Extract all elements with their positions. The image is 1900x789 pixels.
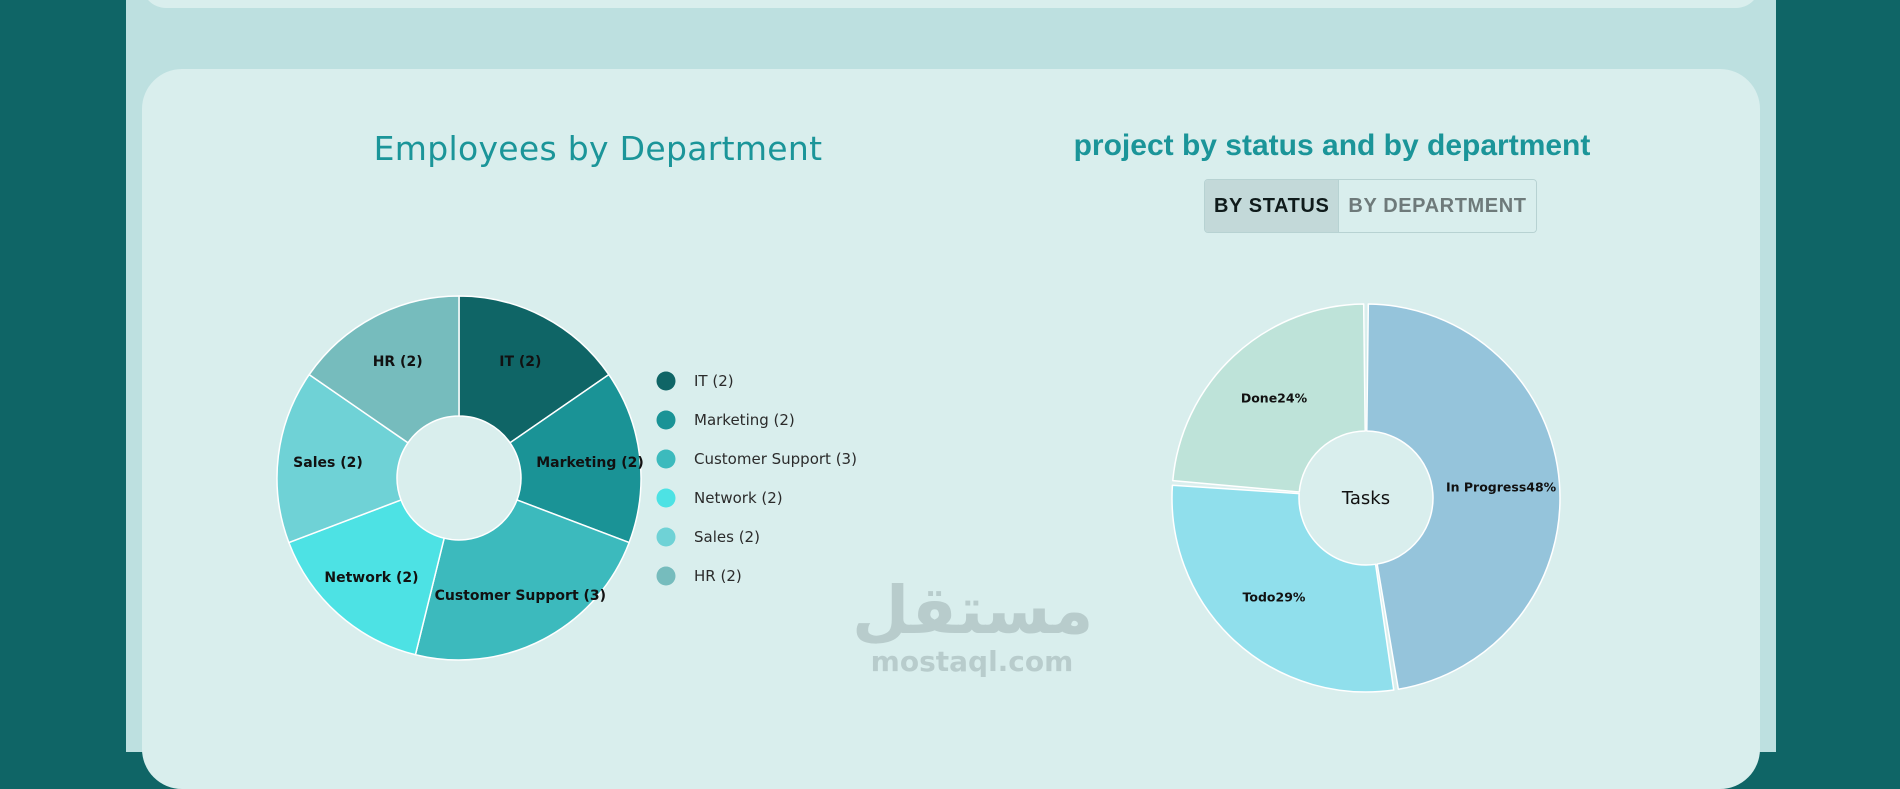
slice-label-it: IT (2) xyxy=(499,354,541,370)
slice-customer-support[interactable] xyxy=(414,499,631,661)
legend-swatch-sales xyxy=(656,527,676,547)
slice-label-marketing: Marketing (2) xyxy=(536,455,644,471)
slice-hr[interactable] xyxy=(308,295,460,444)
legend-item-customer-support[interactable]: Customer Support (3) xyxy=(694,450,857,468)
slice-label-network: Network (2) xyxy=(324,570,418,586)
dashboard-frame: Employees by Department project by statu… xyxy=(126,0,1776,789)
previous-card xyxy=(142,0,1760,8)
slice-label-sales: Sales (2) xyxy=(293,455,363,471)
status-department-toggle: BY STATUS BY DEPARTMENT xyxy=(1204,179,1537,233)
donut-center-label: Tasks xyxy=(1341,488,1390,509)
status-label-in-progress: In Progress48% xyxy=(1446,479,1557,494)
slice-it[interactable] xyxy=(458,295,610,444)
legend-item-hr[interactable]: HR (2) xyxy=(694,567,742,585)
status-slice-done[interactable] xyxy=(1172,303,1366,493)
projects-status-donut-chart: In Progress48% Todo29% Done24% Tasks xyxy=(1171,303,1561,693)
legend-item-marketing[interactable]: Marketing (2) xyxy=(694,411,795,429)
status-slice-in-progress[interactable] xyxy=(1366,303,1561,691)
projects-chart-title: project by status and by department xyxy=(1073,129,1591,162)
status-label-done: Done24% xyxy=(1241,391,1308,406)
legend-swatch-customer-support xyxy=(656,449,676,469)
legend-swatch-it xyxy=(656,371,676,391)
legend-item-it[interactable]: IT (2) xyxy=(694,372,734,390)
legend-item-sales[interactable]: Sales (2) xyxy=(694,528,760,546)
legend-swatch-hr xyxy=(656,566,676,586)
legend-item-network[interactable]: Network (2) xyxy=(694,489,783,507)
by-status-button[interactable]: BY STATUS xyxy=(1205,180,1340,232)
legend-swatch-marketing xyxy=(656,410,676,430)
charts-card: Employees by Department project by statu… xyxy=(142,69,1760,789)
slice-label-hr: HR (2) xyxy=(373,354,423,370)
slice-network[interactable] xyxy=(287,499,446,656)
status-label-todo: Todo29% xyxy=(1243,589,1306,604)
employees-chart-title: Employees by Department xyxy=(373,129,823,168)
employees-donut-chart: IT (2) Marketing (2) Customer Support (3) N… xyxy=(276,295,857,661)
by-department-button[interactable]: BY DEPARTMENT xyxy=(1339,180,1536,232)
slice-marketing[interactable] xyxy=(508,373,642,544)
legend-swatch-network xyxy=(656,488,676,508)
slice-label-customer-support: Customer Support (3) xyxy=(435,588,606,604)
slice-sales[interactable] xyxy=(276,373,410,544)
status-slice-todo[interactable] xyxy=(1171,484,1395,693)
